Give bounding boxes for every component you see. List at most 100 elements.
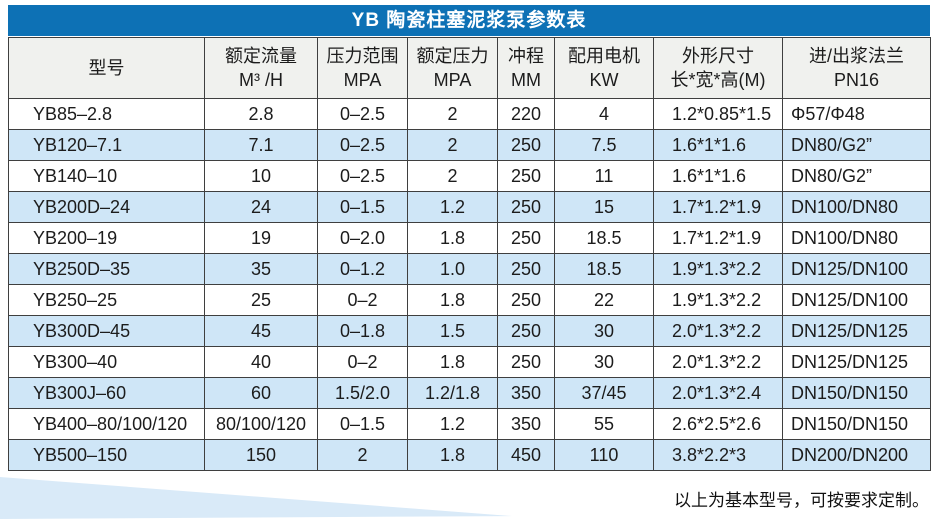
column-header-rated-pressure: 额定压力 MPA (407, 37, 498, 99)
table-cell: 19 (204, 222, 318, 254)
table-cell: 11 (554, 160, 654, 192)
table-cell: 1.8 (407, 284, 498, 316)
decorative-wedge (0, 477, 512, 519)
table-cell: 1.8 (407, 439, 498, 471)
table-cell: 2.0*1.3*2.2 (653, 315, 783, 347)
table-cell: 1.2*0.85*1.5 (653, 98, 783, 130)
column-header-model: 型号 (8, 37, 205, 99)
table-cell: 1.7*1.2*1.9 (653, 222, 783, 254)
table-cell: YB200D–24 (8, 191, 205, 223)
table-cell: DN125/DN100 (782, 284, 931, 316)
table-cell: 22 (554, 284, 654, 316)
table-cell: 250 (497, 191, 555, 223)
table-cell: 0–2 (317, 284, 408, 316)
table-cell: 25 (204, 284, 318, 316)
table-title: YB 陶瓷柱塞泥浆泵参数表 (8, 5, 930, 36)
table-cell: 35 (204, 253, 318, 285)
table-cell: 80/100/120 (204, 408, 318, 440)
table-cell: 45 (204, 315, 318, 347)
table-cell: YB300D–45 (8, 315, 205, 347)
column-header-dimensions: 外形尺寸 长*宽*高(M) (653, 37, 783, 99)
table-cell: 450 (497, 439, 555, 471)
table-row: YB200D–24 24 0–1.5 1.2 250 15 1.7*1.2*1.9 DN100… (8, 191, 931, 223)
table-cell: 0–1.5 (317, 191, 408, 223)
table-cell: DN150/DN150 (782, 408, 931, 440)
table-cell: 30 (554, 315, 654, 347)
table-cell: DN100/DN80 (782, 191, 931, 223)
table-cell: 2 (317, 439, 408, 471)
table-row: YB120–7.1 7.1 0–2.5 2 250 7.5 1.6*1*1.6 DN80/G2… (8, 129, 931, 161)
table-cell: 15 (554, 191, 654, 223)
column-header-stroke: 冲程 MM (497, 37, 555, 99)
table-cell: YB300–40 (8, 346, 205, 378)
table-cell: 3.8*2.2*3 (653, 439, 783, 471)
table-cell: 1.2 (407, 191, 498, 223)
table-cell: 250 (497, 129, 555, 161)
table-cell: 250 (497, 284, 555, 316)
table-cell: 7.5 (554, 129, 654, 161)
table-row: YB85–2.8 2.8 0–2.5 2 220 4 1.2*0.85*1.5 Φ57/Φ48 (8, 98, 931, 130)
table-cell: DN80/G2” (782, 129, 931, 161)
table-cell: 1.8 (407, 222, 498, 254)
table-cell: 18.5 (554, 222, 654, 254)
table-cell: 250 (497, 346, 555, 378)
table-cell: YB85–2.8 (8, 98, 205, 130)
table-cell: 250 (497, 222, 555, 254)
table-cell: 55 (554, 408, 654, 440)
table-row: YB300D–45 45 0–1.8 1.5 250 30 2.0*1.3*2.2 DN125… (8, 315, 931, 347)
table-cell: 110 (554, 439, 654, 471)
table-cell: 24 (204, 191, 318, 223)
table-cell: YB500–150 (8, 439, 205, 471)
table-row: YB300–40 40 0–2 1.8 250 30 2.0*1.3*2.2 DN125/DN… (8, 346, 931, 378)
table-cell: 0–2 (317, 346, 408, 378)
table-cell: 1.8 (407, 346, 498, 378)
table-cell: 0–1.8 (317, 315, 408, 347)
column-header-rated-flow: 额定流量 M³ /H (204, 37, 318, 99)
table-cell: 2 (407, 129, 498, 161)
table-cell: 2 (407, 98, 498, 130)
table-cell: 1.9*1.3*2.2 (653, 253, 783, 285)
table-cell: DN200/DN200 (782, 439, 931, 471)
table-cell: 220 (497, 98, 555, 130)
table-cell: 10 (204, 160, 318, 192)
table-cell: 250 (497, 253, 555, 285)
table-cell: YB400–80/100/120 (8, 408, 205, 440)
table-row: YB250D–35 35 0–1.2 1.0 250 18.5 1.9*1.3*2.2 DN1… (8, 253, 931, 285)
table-cell: 1.9*1.3*2.2 (653, 284, 783, 316)
table-cell: 2 (407, 160, 498, 192)
table-cell: 350 (497, 408, 555, 440)
table-cell: 7.1 (204, 129, 318, 161)
table-cell: 0–2.0 (317, 222, 408, 254)
table-cell: DN100/DN80 (782, 222, 931, 254)
table-row: YB300J–60 60 1.5/2.0 1.2/1.8 350 37/45 2.0*1.3… (8, 377, 931, 409)
table-row: YB500–150 150 2 1.8 450 110 3.8*2.2*3 DN200/DN2… (8, 439, 931, 471)
table-cell: YB300J–60 (8, 377, 205, 409)
table-cell: 2.0*1.3*2.4 (653, 377, 783, 409)
table-cell: DN125/DN125 (782, 315, 931, 347)
table-cell: 37/45 (554, 377, 654, 409)
table-row: YB400–80/100/120 80/100/120 0–1.5 1.2 350 55 2… (8, 408, 931, 440)
table-cell: 1.2 (407, 408, 498, 440)
column-header-pressure-range: 压力范围 MPA (317, 37, 408, 99)
table-cell: 18.5 (554, 253, 654, 285)
table-cell: YB140–10 (8, 160, 205, 192)
table-cell: 40 (204, 346, 318, 378)
table-cell: 0–2.5 (317, 98, 408, 130)
table-cell: YB250–25 (8, 284, 205, 316)
table-cell: DN150/DN150 (782, 377, 931, 409)
table-cell: 30 (554, 346, 654, 378)
table-cell: 1.6*1*1.6 (653, 160, 783, 192)
pump-spec-table: 型号 额定流量 M³ /H 压力范围 MPA 额定压力 MPA 冲程 MM 配用电机 KW… (8, 37, 931, 471)
table-cell: Φ57/Φ48 (782, 98, 931, 130)
table-cell: 250 (497, 315, 555, 347)
table-cell: 2.6*2.5*2.6 (653, 408, 783, 440)
table-cell: 0–2.5 (317, 160, 408, 192)
footnote-text: 以上为基本型号，可按要求定制。 (674, 491, 929, 510)
table-cell: 1.6*1*1.6 (653, 129, 783, 161)
table-cell: 2.0*1.3*2.2 (653, 346, 783, 378)
column-header-motor: 配用电机 KW (554, 37, 654, 99)
header-row: 型号 额定流量 M³ /H 压力范围 MPA 额定压力 MPA 冲程 MM 配用电机 KW… (8, 37, 931, 99)
table-cell: 1.5/2.0 (317, 377, 408, 409)
table-cell: 1.5 (407, 315, 498, 347)
